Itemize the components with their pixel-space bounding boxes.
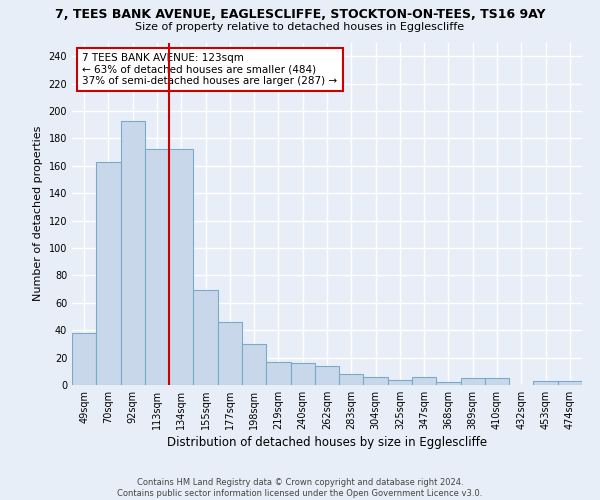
Text: 7 TEES BANK AVENUE: 123sqm
← 63% of detached houses are smaller (484)
37% of sem: 7 TEES BANK AVENUE: 123sqm ← 63% of deta…: [82, 53, 337, 86]
Bar: [412, 377, 436, 385]
Bar: [218, 322, 242, 385]
Bar: [193, 290, 218, 385]
Bar: [436, 382, 461, 385]
Text: Contains HM Land Registry data © Crown copyright and database right 2024.
Contai: Contains HM Land Registry data © Crown c…: [118, 478, 482, 498]
Text: 7, TEES BANK AVENUE, EAGLESCLIFFE, STOCKTON-ON-TEES, TS16 9AY: 7, TEES BANK AVENUE, EAGLESCLIFFE, STOCK…: [55, 8, 545, 20]
Bar: [145, 150, 169, 385]
Bar: [558, 381, 582, 385]
Bar: [339, 374, 364, 385]
Bar: [388, 380, 412, 385]
Bar: [121, 120, 145, 385]
Bar: [72, 333, 96, 385]
Bar: [169, 150, 193, 385]
Bar: [485, 378, 509, 385]
Bar: [461, 378, 485, 385]
Bar: [242, 344, 266, 385]
Bar: [533, 381, 558, 385]
X-axis label: Distribution of detached houses by size in Egglescliffe: Distribution of detached houses by size …: [167, 436, 487, 449]
Bar: [96, 162, 121, 385]
Y-axis label: Number of detached properties: Number of detached properties: [33, 126, 43, 302]
Text: Size of property relative to detached houses in Egglescliffe: Size of property relative to detached ho…: [136, 22, 464, 32]
Bar: [315, 366, 339, 385]
Bar: [266, 362, 290, 385]
Bar: [364, 377, 388, 385]
Bar: [290, 363, 315, 385]
